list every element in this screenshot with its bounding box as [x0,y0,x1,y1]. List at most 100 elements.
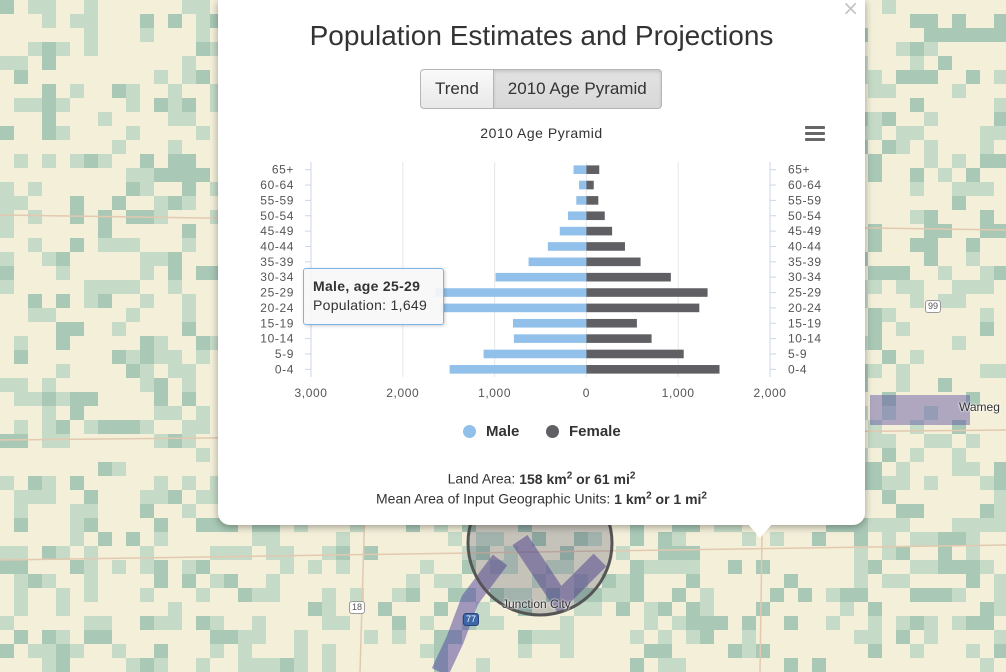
bar-male-10-14 [513,334,587,343]
y-label-left-5-9: 5-9 [275,347,294,361]
chart-tooltip: Male, age 25-29 Population: 1,649 [303,268,444,325]
bar-female-15-19 [586,318,637,328]
bar-male-25-29 [435,288,587,297]
highway-shield-18: 18 [349,601,366,614]
highway-shield-77: 77 [463,613,480,626]
bar-female-20-24 [586,303,700,313]
mean-area-mi: 1 mi [673,490,702,507]
bar-female-55-59 [586,196,599,205]
tab-age-pyramid[interactable]: 2010 Age Pyramid [493,69,662,109]
y-label-right-35-39: 35-39 [788,255,822,269]
bar-female-50-54 [586,211,605,221]
legend-item-male[interactable]: Male [463,423,519,440]
land-area-km-exp: 2 [566,470,573,481]
bar-female-40-44 [586,242,625,251]
close-icon[interactable]: × [842,0,859,20]
bar-female-30-34 [586,272,671,282]
y-label-left-0-4: 0-4 [275,362,294,376]
y-label-right-40-44: 40-44 [788,239,822,253]
legend-female-dot [546,425,559,438]
bar-female-45-49 [586,226,613,236]
bar-male-60-64 [579,180,587,190]
y-label-right-25-29: 25-29 [788,286,822,300]
land-area-prefix: Land Area: [447,470,520,487]
y-label-right-50-54: 50-54 [788,209,822,223]
bar-male-45-49 [559,226,587,236]
tab-trend[interactable]: Trend [420,69,494,109]
y-label-left-35-39: 35-39 [260,255,294,269]
y-label-right-55-59: 55-59 [788,193,822,207]
y-label-right-15-19: 15-19 [788,316,822,330]
y-label-right-5-9: 5-9 [788,347,807,361]
x-tick-label-2: 1,000 [478,386,511,400]
bar-female-60-64 [586,180,594,190]
hamburger-menu-icon[interactable] [805,126,825,142]
bar-female-5-9 [586,349,684,359]
bar-female-10-14 [586,334,652,343]
mean-area-mi-exp: 2 [701,490,707,501]
land-area-mi-exp: 2 [629,470,636,481]
mean-area-km: 1 km [614,490,647,507]
y-label-left-30-34: 30-34 [260,270,294,284]
bar-female-35-39 [586,257,641,267]
y-label-left-65+: 65+ [272,163,294,177]
land-area-sep: or [572,470,595,487]
y-label-right-20-24: 20-24 [788,301,822,315]
y-label-right-10-14: 10-14 [788,332,822,346]
x-tick-label-5: 2,000 [753,386,786,400]
y-label-right-0-4: 0-4 [788,362,807,376]
legend-female-label: Female [569,423,621,440]
x-tick-label-0: 3,000 [294,386,327,400]
y-label-left-15-19: 15-19 [260,316,294,330]
popup-title: Population Estimates and Projections [309,20,774,51]
bar-male-15-19 [512,318,587,328]
legend-item-female[interactable]: Female [546,423,621,440]
legend-male-label: Male [486,423,520,440]
chart-title: 2010 Age Pyramid [480,125,603,141]
y-label-right-65+: 65+ [788,163,810,177]
mean-area-km-exp: 2 [646,490,652,501]
bar-female-65+ [586,165,600,174]
highway-shield-99: 99 [925,300,942,313]
bar-female-0-4 [586,365,720,374]
popup-pointer [748,524,772,538]
y-label-left-50-54: 50-54 [260,209,294,223]
bar-male-35-39 [528,257,587,267]
bar-female-25-29 [586,288,708,297]
bar-male-65+ [573,165,587,174]
x-tick-label-3: 0 [583,386,590,400]
bar-male-5-9 [483,349,587,359]
y-label-right-60-64: 60-64 [788,178,822,192]
x-tick-label-1: 2,000 [386,386,419,400]
map-place-label-wamego: Wameg [959,400,1000,414]
x-tick-label-4: 1,000 [662,386,695,400]
mean-area-sep: or [651,490,674,507]
y-label-left-40-44: 40-44 [260,239,294,253]
land-area-mi: 61 mi [594,470,630,487]
bar-male-0-4 [449,365,587,374]
bar-male-30-34 [495,272,587,282]
land-area-km: 158 km [519,470,567,487]
bar-male-20-24 [440,303,587,313]
y-label-right-30-34: 30-34 [788,270,822,284]
tooltip-body: Population: 1,649 [313,297,428,313]
y-label-right-45-49: 45-49 [788,224,822,238]
y-label-left-45-49: 45-49 [260,224,294,238]
y-label-left-60-64: 60-64 [260,178,294,192]
legend-male-dot [463,425,476,438]
bar-male-50-54 [568,211,587,221]
map-place-label-junction-city: Junction City [502,597,571,611]
mean-area-prefix: Mean Area of Input Geographic Units: [376,490,615,507]
bar-male-40-44 [547,242,587,251]
land-area-line: Land Area: 158 km2 or 61 mi2 [218,470,865,487]
mean-area-line: Mean Area of Input Geographic Units: 1 k… [218,490,865,507]
view-toggle: Trend 2010 Age Pyramid [420,69,662,109]
y-label-left-25-29: 25-29 [260,286,294,300]
y-label-left-55-59: 55-59 [260,193,294,207]
population-popup: × Population Estimates and Projections T… [218,0,865,538]
bar-male-55-59 [576,196,587,205]
y-label-left-20-24: 20-24 [260,301,294,315]
tooltip-title: Male, age 25-29 [313,278,421,294]
y-label-left-10-14: 10-14 [260,332,294,346]
